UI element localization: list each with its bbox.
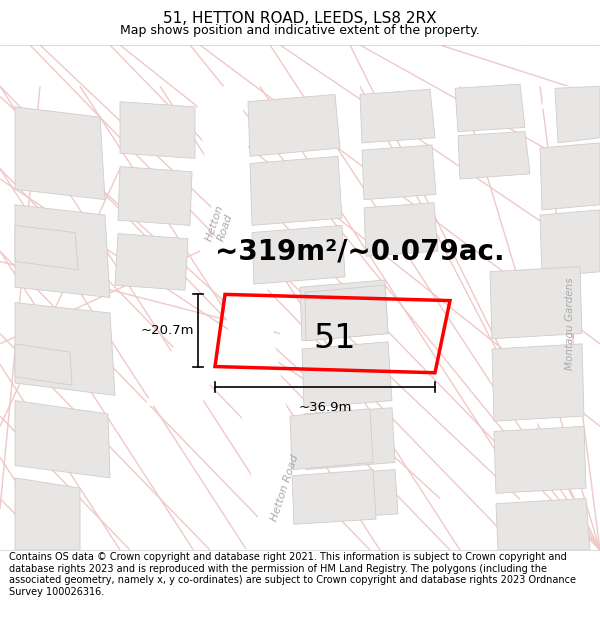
- Text: Hetton Road: Hetton Road: [269, 454, 301, 523]
- Polygon shape: [540, 143, 600, 210]
- Polygon shape: [145, 344, 230, 406]
- Polygon shape: [304, 408, 395, 469]
- Polygon shape: [305, 285, 388, 341]
- Polygon shape: [518, 86, 600, 550]
- Polygon shape: [362, 145, 436, 199]
- Polygon shape: [458, 132, 530, 179]
- Polygon shape: [15, 205, 110, 298]
- Polygon shape: [290, 409, 373, 469]
- Polygon shape: [360, 89, 435, 143]
- Text: 51, HETTON ROAD, LEEDS, LS8 2RX: 51, HETTON ROAD, LEEDS, LS8 2RX: [163, 11, 437, 26]
- Polygon shape: [306, 469, 398, 519]
- Polygon shape: [248, 94, 340, 156]
- Polygon shape: [118, 167, 192, 226]
- Polygon shape: [15, 401, 110, 478]
- Text: ~20.7m: ~20.7m: [140, 324, 194, 337]
- Polygon shape: [496, 499, 590, 550]
- Text: ~319m²/~0.079ac.: ~319m²/~0.079ac.: [215, 237, 505, 265]
- Text: Map shows position and indicative extent of the property.: Map shows position and indicative extent…: [120, 24, 480, 37]
- Polygon shape: [230, 344, 320, 591]
- Polygon shape: [490, 267, 582, 339]
- Polygon shape: [15, 478, 80, 550]
- Polygon shape: [115, 234, 188, 290]
- Text: Montagu Gardens: Montagu Gardens: [565, 277, 575, 369]
- Text: Contains OS data © Crown copyright and database right 2021. This information is : Contains OS data © Crown copyright and d…: [9, 552, 576, 597]
- Polygon shape: [300, 280, 388, 341]
- Polygon shape: [120, 102, 195, 158]
- Text: 51: 51: [314, 322, 356, 355]
- Polygon shape: [492, 344, 584, 421]
- Polygon shape: [302, 342, 392, 408]
- Polygon shape: [252, 226, 345, 284]
- Polygon shape: [15, 226, 78, 269]
- Polygon shape: [292, 469, 376, 524]
- Polygon shape: [15, 107, 105, 199]
- Polygon shape: [540, 210, 600, 277]
- Text: ~36.9m: ~36.9m: [298, 401, 352, 414]
- Polygon shape: [15, 344, 72, 385]
- Polygon shape: [195, 86, 275, 344]
- Polygon shape: [250, 156, 342, 226]
- Polygon shape: [494, 426, 586, 493]
- Polygon shape: [15, 302, 115, 396]
- Polygon shape: [455, 84, 525, 132]
- Polygon shape: [364, 202, 438, 256]
- Polygon shape: [555, 86, 600, 143]
- Text: Hetton
Road: Hetton Road: [204, 204, 236, 247]
